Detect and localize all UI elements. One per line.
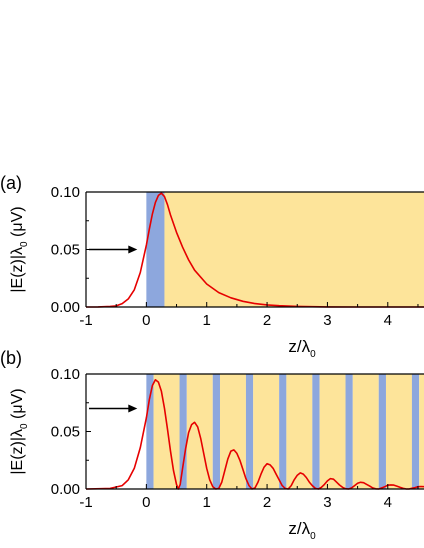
layer-region-1	[153, 374, 180, 489]
x-axis-title-main: z/λ	[288, 337, 310, 356]
layer-region-4	[212, 374, 220, 489]
x-tick-label-1: 0	[142, 312, 150, 329]
incident-arrow-head	[128, 245, 138, 254]
x-tick-label-2: 1	[203, 312, 211, 329]
y-tick-label-1: 0.05	[51, 242, 80, 259]
layer-region-17	[419, 374, 424, 489]
y-axis-title-subscript: 0	[19, 241, 30, 247]
layer-region-12	[345, 374, 353, 489]
y-axis-title-main: |E(z)|λ	[9, 429, 26, 475]
layer-region-2	[179, 374, 187, 489]
y-tick-label-2: 0.10	[51, 184, 80, 201]
layer-region-13	[352, 374, 379, 489]
layer-region-0	[146, 374, 154, 489]
x-tick-label-3: 2	[263, 312, 271, 329]
x-tick-label-1: 0	[142, 494, 150, 511]
layer-region-3	[186, 374, 213, 489]
x-axis-title-main: z/λ	[288, 519, 310, 538]
layer-region-15	[385, 374, 412, 489]
panel-label-b: (b)	[0, 348, 22, 368]
y-tick-label-0: 0.00	[51, 299, 80, 316]
series-line-0	[85, 378, 424, 490]
series-line-0	[85, 192, 424, 308]
layer-region-6	[245, 374, 254, 489]
x-tick-label-3: 2	[263, 494, 271, 511]
x-tick-label-4: 3	[323, 494, 331, 511]
y-axis-title-subscript: 0	[19, 423, 30, 429]
layer-region-0	[146, 192, 165, 307]
panel-label-a: (a)	[0, 173, 22, 193]
x-axis-title: z/λ0	[288, 519, 316, 542]
y-tick-label-1: 0.05	[51, 424, 80, 441]
x-axis-title-subscript: 0	[310, 531, 316, 542]
x-tick-label-5: 4	[384, 494, 392, 511]
x-tick-label-2: 1	[203, 494, 211, 511]
layer-region-10	[312, 374, 320, 489]
layer-region-11	[319, 374, 346, 489]
y-axis-title: |E(z)|λ0 (μV)	[9, 388, 30, 474]
x-axis-title: z/λ0	[288, 337, 316, 360]
layer-region-14	[378, 374, 386, 489]
x-tick-label-0: -1	[79, 494, 92, 511]
x-tick-label-4: 3	[323, 312, 331, 329]
y-tick-label-0: 0.00	[51, 481, 80, 498]
layer-region-16	[411, 374, 420, 489]
panel-b: (b) -1 0 1 2 3 40.000.050.10z/λ0|E(z)|λ0 (μV)	[0, 348, 424, 542]
y-axis-title-main: |E(z)|λ	[9, 247, 26, 293]
y-axis-title: |E(z)|λ0 (μV)	[9, 206, 30, 292]
x-tick-label-5: 4	[384, 312, 392, 329]
layer-region-8	[279, 374, 287, 489]
layer-region-1	[164, 192, 424, 307]
layer-region-9	[286, 374, 313, 489]
y-axis-title-unit: (μV)	[9, 206, 26, 241]
panel-a: (a) -1 0 1 2 3 40.000.050.10z/λ0|E(z)|λ0 (μV)	[0, 173, 424, 360]
layer-region-7	[253, 374, 280, 489]
x-axis-title-subscript: 0	[310, 349, 316, 360]
x-tick-label-0: -1	[79, 312, 92, 329]
y-axis-title-unit: (μV)	[9, 388, 26, 423]
y-tick-label-2: 0.10	[51, 366, 80, 383]
incident-arrow-head	[128, 404, 138, 413]
